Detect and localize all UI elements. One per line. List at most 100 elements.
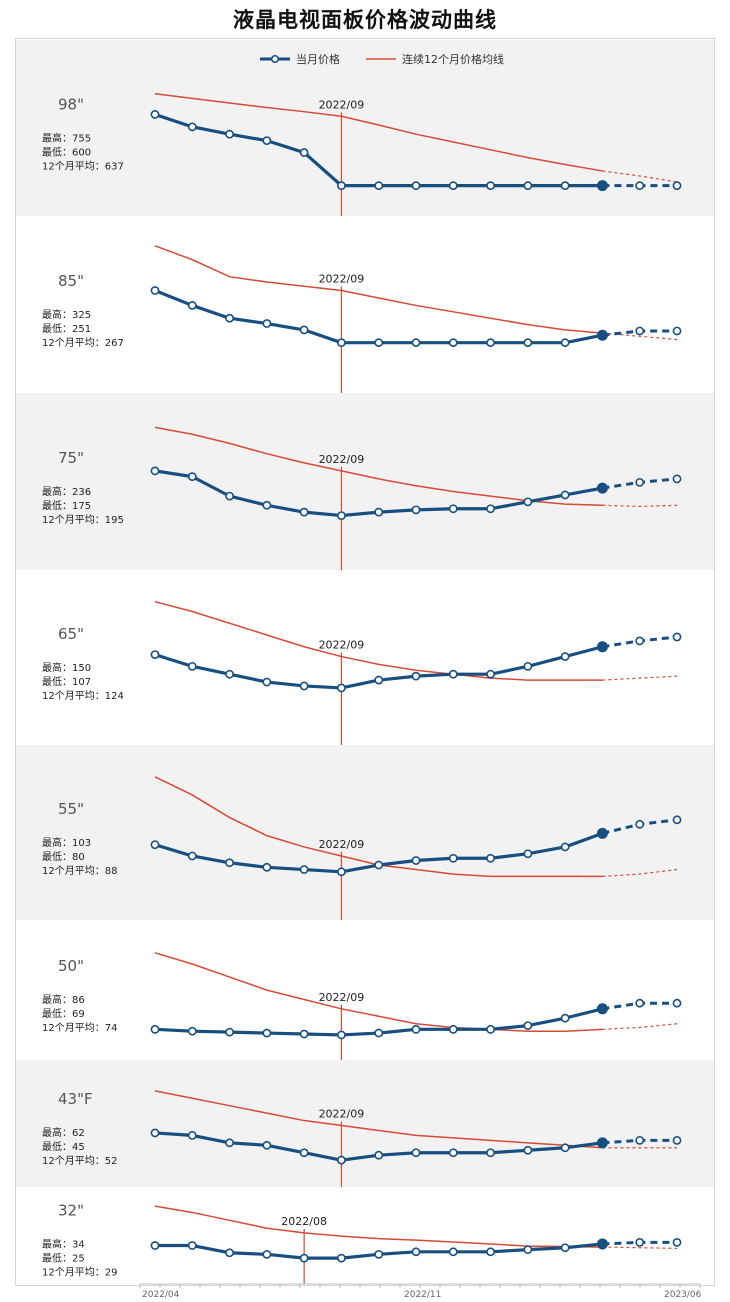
panel-stat-high: 最高：86 bbox=[42, 993, 85, 1006]
panel-stat-high: 最高：103 bbox=[42, 836, 91, 849]
legend-current: 当月价格 bbox=[260, 51, 340, 67]
current-price-point bbox=[374, 1028, 384, 1038]
current-price-point bbox=[299, 865, 309, 874]
current-price-point bbox=[337, 181, 346, 191]
legend: 当月价格 连续12个月价格均线 bbox=[260, 50, 530, 68]
current-price-point bbox=[150, 650, 160, 659]
marker-label: 2022/08 bbox=[281, 1215, 327, 1228]
current-price-point bbox=[635, 477, 645, 487]
current-price-point bbox=[411, 1148, 421, 1158]
current-price-point bbox=[560, 490, 570, 500]
current-price-point bbox=[299, 1148, 309, 1158]
current-price-point bbox=[337, 511, 346, 520]
current-price-point bbox=[337, 867, 346, 877]
panel-stat-low: 最低：251 bbox=[42, 322, 91, 335]
current-price-point bbox=[262, 319, 272, 328]
legend-average-swatch bbox=[366, 58, 396, 60]
current-price-point bbox=[299, 1253, 309, 1263]
current-price-point bbox=[187, 472, 197, 482]
current-price-point bbox=[596, 1003, 608, 1015]
panel-stat-avg: 12个月平均：195 bbox=[42, 514, 124, 526]
current-price-point bbox=[635, 1135, 645, 1145]
current-price-point bbox=[225, 313, 234, 323]
current-price-point bbox=[672, 1237, 682, 1247]
legend-current-label: 当月价格 bbox=[296, 53, 340, 66]
current-price-point bbox=[262, 500, 272, 510]
current-price-point bbox=[150, 1128, 160, 1138]
current-price-point bbox=[672, 632, 682, 642]
panel-size-label: 55" bbox=[58, 800, 84, 818]
current-price-point bbox=[596, 827, 608, 839]
current-price-point bbox=[672, 1135, 682, 1145]
current-price-point bbox=[225, 491, 234, 501]
current-price-point bbox=[374, 338, 384, 348]
current-price-point bbox=[672, 998, 682, 1008]
current-price-point bbox=[225, 858, 234, 868]
current-price-point bbox=[523, 661, 533, 671]
current-price-point bbox=[299, 325, 309, 335]
current-price-point bbox=[374, 860, 384, 870]
current-price-point bbox=[187, 1241, 197, 1250]
current-price-point bbox=[486, 853, 495, 863]
panel-stat-low: 最低：69 bbox=[42, 1007, 85, 1020]
current-price-point bbox=[486, 504, 495, 514]
current-price-point bbox=[337, 683, 346, 693]
panel-size-label: 98" bbox=[58, 96, 84, 114]
legend-average: 连续12个月价格均线 bbox=[366, 51, 504, 67]
panel-stat-avg: 12个月平均：52 bbox=[42, 1155, 117, 1167]
marker-label: 2022/09 bbox=[319, 273, 365, 286]
legend-average-label: 连续12个月价格均线 bbox=[402, 53, 504, 66]
current-price-point bbox=[672, 815, 682, 825]
panel-stat-low: 最低：45 bbox=[42, 1140, 85, 1153]
marker-label: 2022/09 bbox=[319, 639, 365, 652]
current-price-point bbox=[225, 669, 234, 679]
panel-stat-avg: 12个月平均：88 bbox=[42, 865, 117, 877]
current-price-point bbox=[411, 181, 421, 191]
current-price-point bbox=[486, 181, 495, 191]
current-price-point bbox=[523, 1245, 533, 1255]
current-price-point bbox=[262, 1028, 272, 1038]
current-price-point bbox=[560, 181, 570, 191]
current-price-point bbox=[411, 338, 421, 348]
panel-stat-high: 最高：236 bbox=[42, 485, 91, 498]
current-price-point bbox=[523, 1021, 533, 1030]
current-price-point bbox=[523, 849, 533, 859]
current-price-point bbox=[374, 675, 384, 685]
current-price-point bbox=[411, 856, 421, 865]
current-price-point bbox=[672, 474, 682, 484]
current-price-point bbox=[448, 669, 458, 679]
current-price-point bbox=[486, 669, 495, 679]
current-price-point bbox=[448, 1148, 458, 1158]
x-tick-label-end: 2023/06 bbox=[664, 1290, 702, 1300]
current-price-point bbox=[596, 1137, 608, 1149]
marker-label: 2022/09 bbox=[319, 838, 365, 851]
current-price-point bbox=[448, 504, 458, 514]
average-line bbox=[154, 245, 603, 334]
panel-band bbox=[16, 1187, 714, 1284]
panel-band bbox=[16, 570, 714, 745]
current-price-point bbox=[150, 1024, 160, 1034]
current-price-point bbox=[187, 1026, 197, 1036]
marker-label: 2022/09 bbox=[319, 98, 365, 111]
current-price-point bbox=[448, 1024, 458, 1034]
panel-stat-high: 最高：150 bbox=[42, 661, 91, 674]
current-price-point bbox=[448, 1247, 458, 1257]
panel-stat-avg: 12个月平均：637 bbox=[42, 161, 124, 173]
current-price-point bbox=[150, 466, 160, 476]
current-price-point bbox=[486, 338, 495, 348]
current-price-point bbox=[225, 1138, 234, 1148]
x-tick-label-start: 2022/04 bbox=[142, 1290, 180, 1300]
panel-stat-high: 最高：34 bbox=[42, 1237, 85, 1250]
marker-label: 2022/09 bbox=[319, 453, 365, 466]
panel-band bbox=[16, 1060, 714, 1187]
current-price-point bbox=[187, 301, 197, 310]
current-price-point bbox=[596, 329, 608, 341]
panel-stat-avg: 12个月平均：74 bbox=[42, 1022, 117, 1034]
current-price-point bbox=[225, 1248, 234, 1258]
average-line-forecast bbox=[602, 504, 678, 508]
average-line-forecast bbox=[602, 170, 678, 183]
current-price-point bbox=[411, 1247, 421, 1257]
current-price-point bbox=[486, 1247, 495, 1257]
current-price-point bbox=[635, 326, 645, 336]
